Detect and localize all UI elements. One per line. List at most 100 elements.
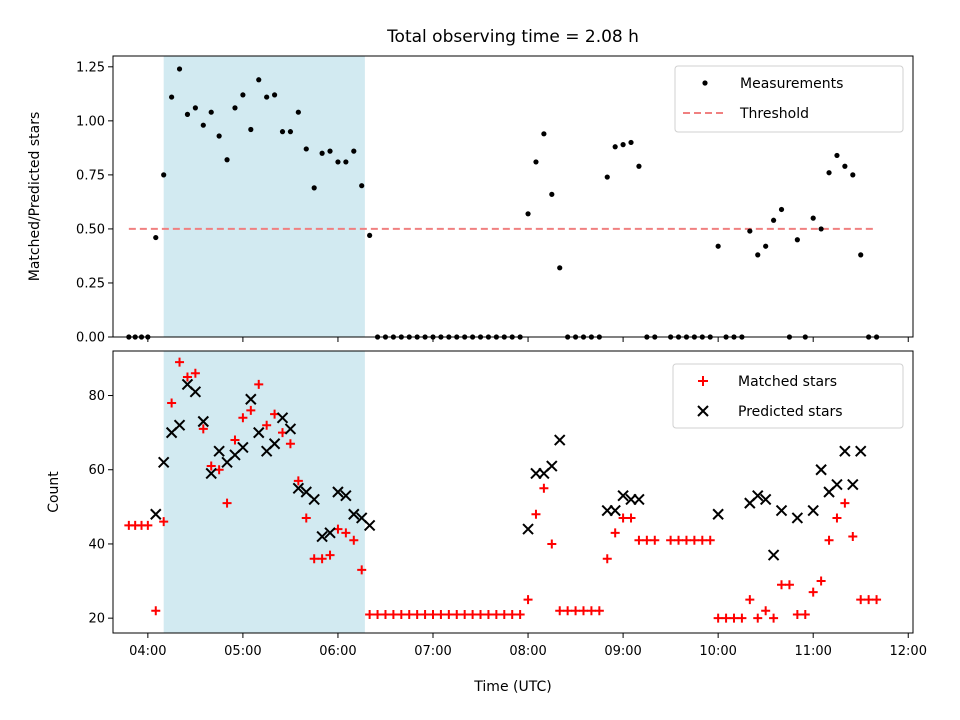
y-tick-label: 80 — [88, 389, 105, 404]
matched-point — [602, 554, 612, 564]
y-axis-label: Matched/Predicted stars — [27, 112, 43, 282]
measurement-point — [747, 228, 753, 234]
highlight-span — [163, 351, 365, 633]
measurement-point — [224, 157, 230, 163]
matched-point — [547, 539, 557, 549]
y-tick-label: 0.25 — [76, 276, 105, 291]
measurement-point — [216, 133, 222, 139]
y-tick-label: 1.25 — [76, 60, 105, 75]
measurement-point — [755, 252, 761, 258]
measurement-point — [271, 92, 278, 98]
x-tick-label: 10:00 — [699, 644, 736, 659]
matched-point — [761, 606, 771, 616]
predicted-point — [332, 486, 344, 498]
x-tick-label: 04:00 — [129, 644, 166, 659]
matched-point — [230, 435, 240, 445]
measurement-point — [240, 92, 246, 98]
predicted-point — [189, 386, 202, 398]
legend-label: Measurements — [740, 76, 843, 92]
matched-point — [618, 513, 628, 523]
matched-point — [777, 580, 787, 590]
predicted-point — [205, 467, 217, 480]
matched-point — [285, 439, 295, 449]
predicted-point — [522, 523, 534, 535]
legend-box — [674, 65, 904, 133]
measurement-point — [359, 183, 365, 189]
measurement-point — [208, 109, 214, 115]
matched-point — [523, 595, 533, 605]
y-axis-label: Count — [46, 471, 62, 513]
y-tick-label: 60 — [88, 463, 105, 478]
matched-point — [594, 606, 604, 616]
legend-marker — [697, 405, 709, 417]
matched-point — [563, 606, 573, 616]
measurement-point — [818, 226, 824, 232]
measurement-point — [549, 191, 555, 197]
x-tick-label: 07:00 — [414, 644, 451, 659]
measurement-point — [169, 94, 175, 100]
measurement-point — [778, 206, 785, 213]
predicted-point — [617, 490, 629, 502]
predicted-point — [150, 508, 162, 520]
measurement-point — [176, 66, 183, 72]
measurement-point — [351, 148, 357, 154]
matched-point — [840, 498, 850, 508]
matched-point — [349, 535, 359, 545]
matched-point — [254, 379, 264, 389]
matched-point — [404, 609, 414, 619]
x-tick-label: 12:00 — [890, 644, 927, 659]
predicted-point — [316, 530, 328, 543]
y-tick-label: 0.00 — [76, 331, 105, 346]
measurement-point — [279, 129, 286, 135]
matched-point — [412, 609, 422, 619]
series-matched-stars — [124, 357, 882, 623]
matched-point — [198, 424, 208, 434]
matched-point — [309, 554, 319, 564]
measurement-point — [541, 131, 547, 137]
predicted-point — [554, 434, 566, 446]
predicted-point — [855, 445, 867, 457]
predicted-point — [276, 412, 289, 424]
matched-point — [365, 609, 375, 619]
predicted-point — [197, 415, 210, 428]
x-tick-label: 11:00 — [794, 644, 831, 659]
matched-point — [626, 513, 636, 523]
measurement-point — [256, 77, 262, 83]
x-tick-label: 09:00 — [604, 644, 641, 659]
predicted-point — [213, 445, 225, 457]
matched-point — [808, 587, 818, 597]
x-tick-label: 06:00 — [319, 644, 356, 659]
matched-point — [666, 535, 676, 545]
measurement-point — [335, 159, 341, 165]
measurement-point — [850, 172, 856, 178]
legend: Matched stars Predicted stars — [672, 363, 904, 429]
matched-point — [483, 609, 493, 619]
measurement-point — [343, 159, 349, 165]
x-tick-label: 05:00 — [224, 644, 261, 659]
measurement-point — [842, 163, 848, 169]
measurement-point — [192, 105, 198, 111]
matched-point — [491, 609, 501, 619]
measurement-point — [287, 129, 294, 135]
y-tick-label: 0.75 — [76, 168, 105, 183]
predicted-point — [324, 527, 336, 539]
measurement-point — [525, 211, 531, 217]
x-axis-label: Time (UTC) — [473, 679, 551, 695]
measurement-point — [327, 148, 333, 154]
matched-point — [143, 520, 153, 530]
matched-point — [697, 535, 707, 545]
matched-point — [159, 517, 169, 527]
matched-point — [769, 613, 779, 623]
matched-point — [460, 609, 470, 619]
x-tick-label: 08:00 — [509, 644, 546, 659]
matched-point — [452, 609, 462, 619]
measurement-point — [264, 94, 270, 100]
predicted-point — [245, 393, 257, 405]
legend: Measurements Threshold — [674, 65, 904, 133]
measurement-point — [557, 265, 563, 271]
measurement-point — [311, 185, 317, 191]
matched-point — [578, 606, 588, 616]
matched-point — [800, 609, 810, 619]
matched-point — [864, 595, 874, 605]
